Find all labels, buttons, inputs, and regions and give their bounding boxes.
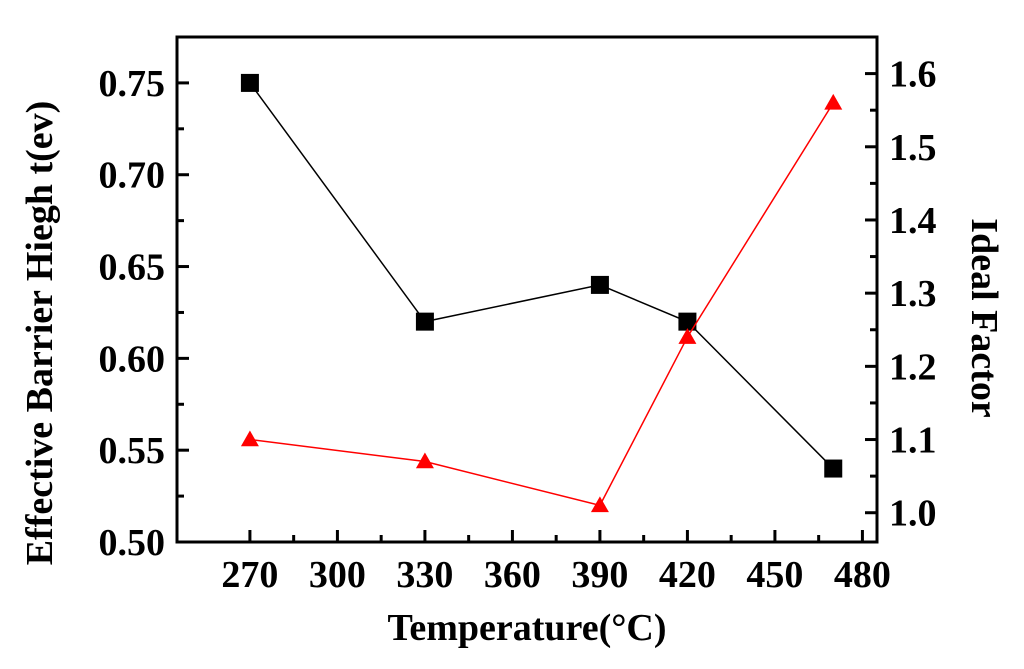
data-point-square bbox=[415, 312, 434, 331]
y2-tick-label: 1.2 bbox=[889, 346, 937, 388]
x-tick-label: 450 bbox=[746, 554, 803, 596]
data-point-square bbox=[240, 73, 259, 92]
y2-tick-label: 1.4 bbox=[889, 200, 937, 242]
x-tick-label: 270 bbox=[221, 554, 278, 596]
data-point-square bbox=[824, 459, 843, 478]
data-point-square bbox=[678, 312, 697, 331]
data-point-triangle bbox=[415, 452, 434, 469]
data-point-triangle bbox=[240, 430, 259, 447]
series-line-1 bbox=[249, 102, 834, 507]
y2-tick-label: 1.3 bbox=[889, 273, 937, 315]
y-tick-label: 0.55 bbox=[99, 430, 166, 472]
x-tick-label: 420 bbox=[659, 554, 716, 596]
y-axis-left: 0.50 0.55 0.60 0.65 0.70 0.75 bbox=[99, 63, 189, 564]
series-line-0 bbox=[249, 82, 834, 470]
y2-tick-label: 1.0 bbox=[889, 493, 937, 535]
y-tick-label: 0.70 bbox=[99, 155, 166, 197]
x-axis: 270 300 330 360 390 420 450 480 bbox=[221, 530, 891, 596]
x-tick-label: 480 bbox=[834, 554, 891, 596]
y2-tick-label: 1.1 bbox=[889, 420, 937, 462]
y2-tick-label: 1.6 bbox=[889, 54, 937, 96]
x-axis-title: Temperature(°C) bbox=[387, 607, 666, 649]
y-tick-label: 0.65 bbox=[99, 247, 166, 289]
y-axis-title-right: Ideal Factor bbox=[963, 218, 1005, 418]
data-point-square bbox=[590, 275, 609, 294]
data-point-triangle bbox=[678, 328, 697, 344]
x-tick-label: 390 bbox=[571, 554, 628, 596]
plot-frame bbox=[175, 35, 879, 544]
x-tick-label: 330 bbox=[396, 554, 453, 596]
y-axis-right: 1.0 1.1 1.2 1.3 1.4 1.5 1.6 bbox=[865, 54, 937, 535]
series-layer bbox=[240, 73, 843, 513]
y-tick-label: 0.75 bbox=[99, 63, 166, 105]
data-point-triangle bbox=[824, 93, 843, 110]
x-tick-label: 300 bbox=[309, 554, 366, 596]
x-tick-label: 360 bbox=[484, 554, 541, 596]
y-tick-label: 0.50 bbox=[99, 522, 166, 564]
y2-tick-label: 1.5 bbox=[889, 127, 937, 169]
data-point-triangle bbox=[590, 496, 609, 513]
y-tick-label: 0.60 bbox=[99, 338, 166, 380]
y-axis-title-left: Effective Barrier Hiegh t(ev) bbox=[19, 101, 61, 566]
